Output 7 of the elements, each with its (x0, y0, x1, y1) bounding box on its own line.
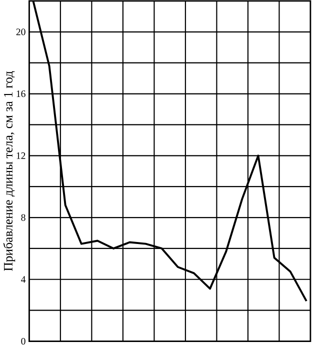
y-tick-label: 16 (16, 90, 26, 98)
y-tick-label: 8 (21, 214, 26, 221)
y-tick-label: 12 (16, 152, 26, 159)
y-tick-label: 4 (21, 276, 26, 283)
y-tick-label: 20 (16, 28, 26, 36)
y-tick-label: 0 (21, 338, 26, 345)
y-axis-title: Прибавление длины тела, см за 1 год (3, 71, 16, 271)
